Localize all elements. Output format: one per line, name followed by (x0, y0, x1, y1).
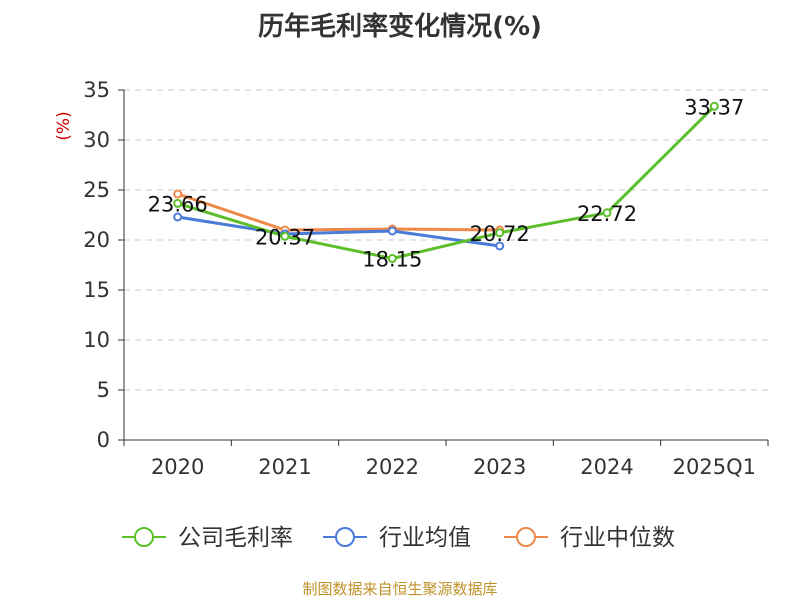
y-tick-label: 10 (83, 328, 110, 352)
data-label: 23.66 (148, 192, 208, 216)
x-tick-label: 2021 (258, 455, 311, 479)
chart-title: 历年毛利率变化情况(%) (258, 12, 542, 42)
y-tick-label: 30 (83, 128, 110, 152)
source-footer: 制图数据来自恒生聚源数据库 (302, 580, 498, 598)
data-label: 18.15 (362, 248, 422, 272)
series-point (602, 208, 612, 218)
x-tick-label: 2022 (366, 455, 419, 479)
data-label: 33.37 (684, 95, 744, 119)
series-point (387, 226, 397, 236)
legend-label: 行业均值 (379, 525, 471, 551)
series-point (280, 231, 290, 241)
x-tick-label: 2024 (580, 455, 633, 479)
y-tick-label: 15 (83, 278, 110, 302)
y-tick-label: 35 (83, 78, 110, 102)
data-labels: 23.66 20.37 18.15 20.72 22.72 33.37 (148, 95, 745, 271)
legend-label: 行业中位数 (560, 525, 675, 551)
y-tick-label: 5 (97, 378, 110, 402)
series-line (177, 192, 500, 232)
series-point (173, 198, 183, 208)
y-tick-label: 0 (97, 428, 110, 452)
data-label: 20.37 (255, 225, 315, 249)
y-axis-label: (%) (54, 111, 74, 140)
series-point (173, 212, 183, 222)
y-tick-label: 25 (83, 178, 110, 202)
legend-marker (134, 527, 154, 547)
series-point (495, 241, 505, 251)
legend-marker (516, 527, 536, 547)
legend-label: 公司毛利率 (178, 525, 293, 551)
legend: 公司毛利率 行业均值 行业中位数 (122, 525, 675, 551)
series-line (177, 105, 716, 260)
series-line (177, 215, 500, 248)
x-tick-label: 2023 (473, 455, 526, 479)
series-group (173, 101, 719, 263)
series-point (709, 101, 719, 111)
x-tick-label: 2025Q1 (673, 455, 756, 479)
series-point (495, 228, 505, 238)
data-label: 20.72 (470, 222, 530, 246)
data-label: 22.72 (577, 202, 637, 226)
series-point (387, 254, 397, 263)
y-tick-label: 20 (83, 228, 110, 252)
axes: 0 5 10 15 20 25 30 35 2020 2021 2022 2023 2024 2025Q1 (83, 78, 769, 479)
legend-marker (335, 527, 355, 547)
series-point (173, 189, 183, 199)
x-tick-label: 2020 (151, 455, 204, 479)
